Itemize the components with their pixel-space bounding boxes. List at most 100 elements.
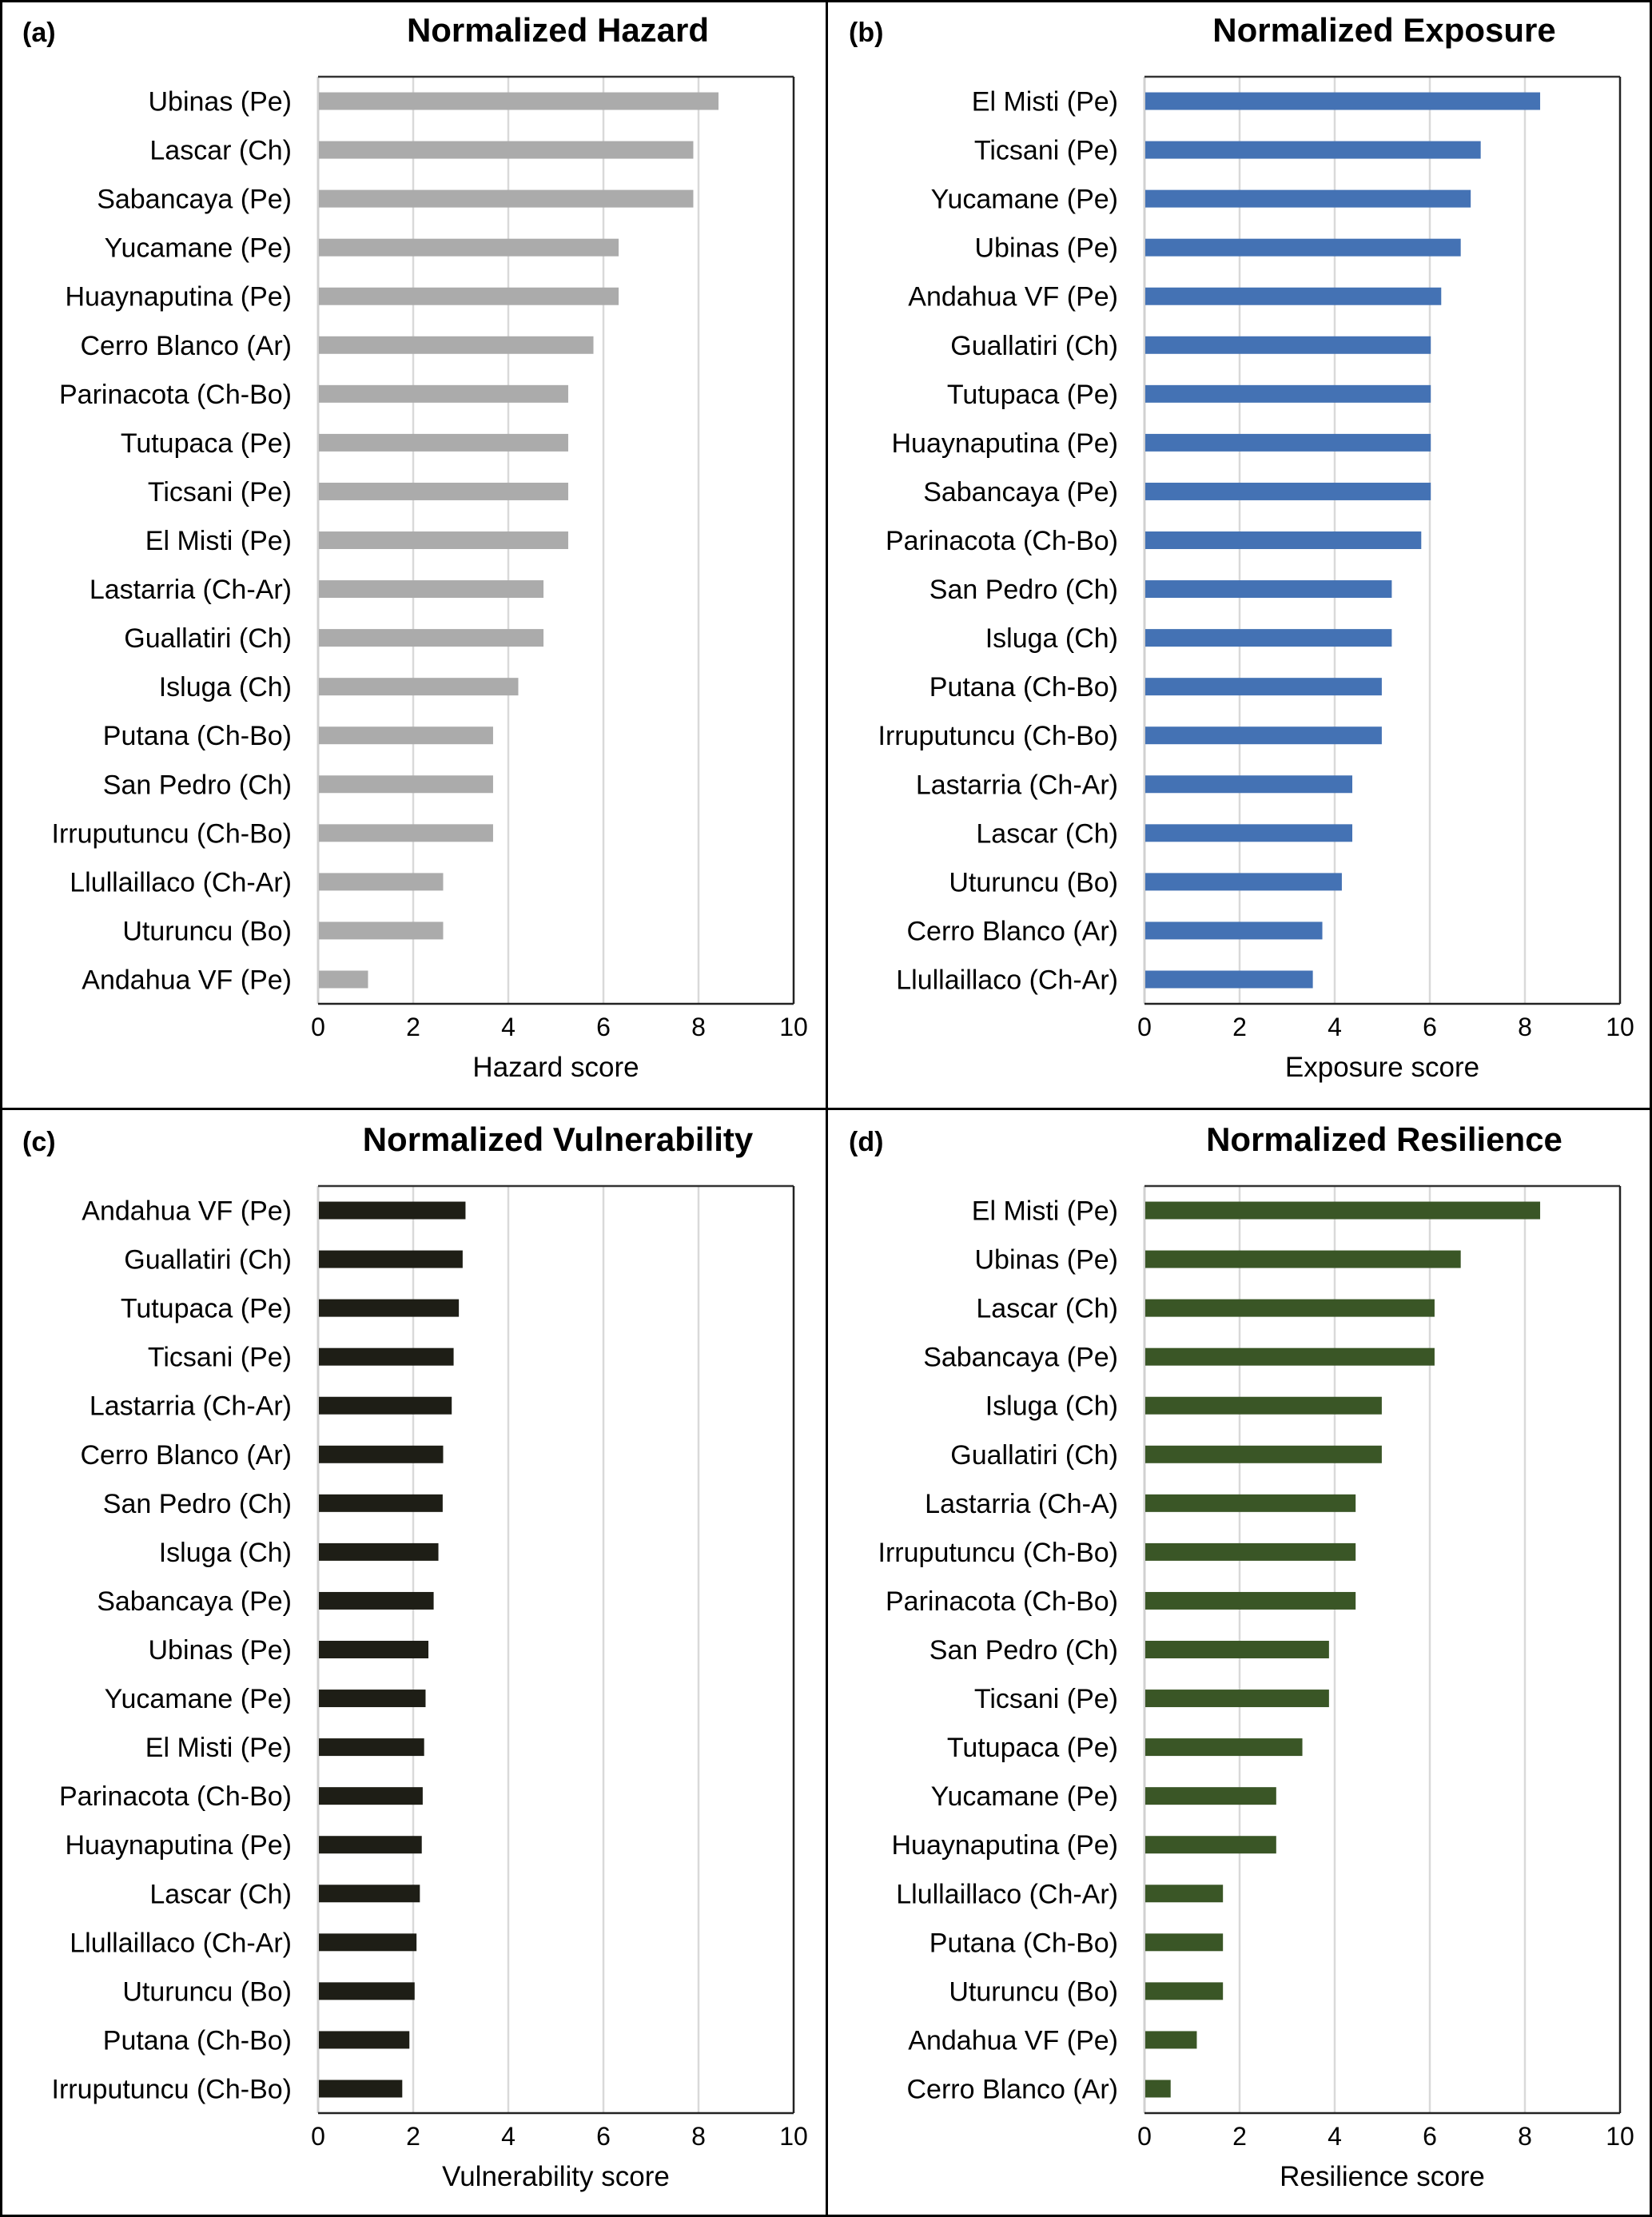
bar bbox=[319, 92, 719, 110]
category-label: Lascar (Ch) bbox=[149, 136, 292, 166]
category-label: Tutupaca (Pe) bbox=[121, 1294, 292, 1324]
bar bbox=[319, 1690, 426, 1708]
category-label: Parinacota (Ch-Bo) bbox=[59, 1781, 292, 1812]
panel-letter: (a) bbox=[22, 18, 56, 48]
bar bbox=[1145, 141, 1481, 159]
bar bbox=[319, 1494, 443, 1512]
bar bbox=[319, 678, 519, 696]
x-tick-label: 10 bbox=[1606, 2122, 1634, 2151]
category-label: Sabancaya (Pe) bbox=[923, 477, 1118, 507]
x-tick-label: 2 bbox=[1232, 2122, 1247, 2151]
bar bbox=[319, 287, 619, 305]
category-label: Irruputuncu (Ch-Bo) bbox=[52, 2074, 292, 2104]
category-label: Andahua VF (Pe) bbox=[82, 1196, 292, 1227]
bar bbox=[319, 1542, 439, 1561]
bar bbox=[319, 970, 368, 989]
x-axis-title: Exposure score bbox=[1285, 1052, 1479, 1083]
bar bbox=[319, 189, 694, 208]
category-label: Guallatiri (Ch) bbox=[124, 623, 292, 654]
bar bbox=[319, 433, 568, 452]
category-label: Parinacota (Ch-Bo) bbox=[886, 1586, 1118, 1617]
category-label: Cerro Blanco (Ar) bbox=[80, 331, 292, 361]
bar bbox=[319, 384, 568, 403]
panel-letter: (b) bbox=[849, 18, 884, 48]
category-label: Lascar (Ch) bbox=[976, 1294, 1118, 1324]
panel-letter: (c) bbox=[22, 1127, 56, 1157]
category-label: Sabancaya (Pe) bbox=[97, 1586, 292, 1617]
bar bbox=[319, 2031, 410, 2049]
bar bbox=[1145, 92, 1541, 110]
bar bbox=[319, 1250, 463, 1268]
category-label: Guallatiri (Ch) bbox=[950, 331, 1118, 361]
x-tick-label: 10 bbox=[779, 1013, 808, 1041]
category-label: Yucamane (Pe) bbox=[105, 1684, 292, 1714]
category-label: Huaynaputina (Pe) bbox=[891, 1830, 1118, 1861]
category-label: Irruputuncu (Ch-Bo) bbox=[878, 721, 1118, 751]
category-label: Sabancaya (Pe) bbox=[923, 1343, 1118, 1373]
bar bbox=[1145, 1299, 1435, 1317]
bar bbox=[1145, 1738, 1303, 1757]
bar bbox=[1145, 1933, 1224, 1952]
bar bbox=[1145, 1787, 1276, 1805]
x-tick-label: 0 bbox=[1137, 2122, 1152, 2151]
bar bbox=[1145, 336, 1431, 354]
category-label: Guallatiri (Ch) bbox=[950, 1440, 1118, 1471]
x-tick-label: 10 bbox=[779, 2122, 808, 2151]
exposure-chart: El Misti (Pe) Ticsani (Pe) Yucamane (Pe) Ub… bbox=[878, 75, 1634, 1083]
category-label: Ubinas (Pe) bbox=[148, 1635, 292, 1666]
bar bbox=[1145, 1347, 1435, 1366]
category-label: Uturuncu (Bo) bbox=[122, 1976, 292, 2007]
bar bbox=[319, 1641, 429, 1658]
bar bbox=[1145, 433, 1431, 452]
bar bbox=[319, 1396, 452, 1415]
x-tick-label: 2 bbox=[406, 2122, 420, 2151]
category-label: Lastarria (Ch-Ar) bbox=[90, 1391, 292, 1422]
bar bbox=[319, 873, 444, 891]
category-label: San Pedro (Ch) bbox=[103, 1489, 292, 1519]
bar bbox=[319, 580, 544, 599]
bar bbox=[319, 921, 444, 940]
panel-title: Normalized Exposure bbox=[1212, 11, 1556, 49]
bar bbox=[319, 775, 493, 794]
bar bbox=[1145, 873, 1342, 891]
category-label: Tutupaca (Pe) bbox=[121, 428, 292, 459]
x-tick-label: 8 bbox=[1518, 2122, 1532, 2151]
category-label: Putana (Ch-Bo) bbox=[929, 672, 1118, 703]
category-label: Isluga (Ch) bbox=[159, 672, 292, 703]
panel-divider-horizontal bbox=[0, 1108, 1652, 1110]
category-label: Tutupaca (Pe) bbox=[947, 380, 1118, 410]
category-label: Lascar (Ch) bbox=[149, 1879, 292, 1909]
x-tick-label: 4 bbox=[1328, 1013, 1342, 1041]
category-label: Putana (Ch-Bo) bbox=[929, 1928, 1118, 1958]
category-label: Llullaillaco (Ch-Ar) bbox=[70, 867, 292, 898]
category-label: San Pedro (Ch) bbox=[929, 575, 1118, 605]
category-label: Huaynaputina (Pe) bbox=[65, 282, 292, 312]
bar bbox=[1145, 384, 1431, 403]
bar bbox=[319, 531, 568, 549]
panel-resilience: (d) Normalized Resilience El Misti (Pe) U… bbox=[826, 1109, 1652, 2217]
bar bbox=[319, 1787, 423, 1805]
category-label: Sabancaya (Pe) bbox=[97, 185, 292, 215]
x-tick-label: 6 bbox=[596, 2122, 611, 2151]
bar bbox=[1145, 1690, 1329, 1708]
bar bbox=[319, 1201, 466, 1220]
bar bbox=[1145, 1836, 1276, 1854]
x-tick-label: 8 bbox=[691, 2122, 706, 2151]
bar bbox=[1145, 531, 1422, 549]
bar bbox=[1145, 970, 1313, 989]
category-label: Isluga (Ch) bbox=[985, 623, 1118, 654]
panel-hazard: (a) Normalized Hazard Ubinas (Pe) Lascar … bbox=[0, 0, 826, 1108]
x-tick-label: 4 bbox=[1328, 2122, 1342, 2151]
bar bbox=[319, 1738, 424, 1757]
bar bbox=[319, 629, 544, 647]
category-label: Ticsani (Pe) bbox=[974, 136, 1118, 166]
bar bbox=[1145, 921, 1323, 940]
category-label: Ubinas (Pe) bbox=[974, 233, 1118, 264]
category-label: Tutupaca (Pe) bbox=[947, 1733, 1118, 1763]
bar bbox=[1145, 238, 1461, 257]
panel-vulnerability: (c) Normalized Vulnerability Andahua VF … bbox=[0, 1109, 826, 2217]
category-label: Uturuncu (Bo) bbox=[122, 916, 292, 946]
category-label: Putana (Ch-Bo) bbox=[103, 2025, 292, 2056]
category-label: Isluga (Ch) bbox=[985, 1391, 1118, 1422]
category-label: Lascar (Ch) bbox=[976, 818, 1118, 849]
